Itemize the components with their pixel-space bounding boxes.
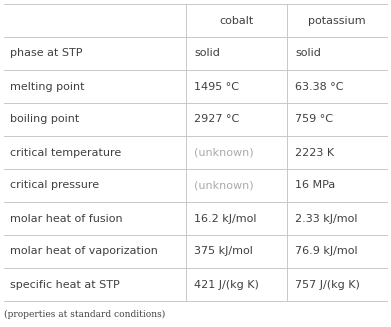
Text: 421 J/(kg K): 421 J/(kg K) — [194, 280, 259, 289]
Text: (unknown): (unknown) — [194, 147, 253, 158]
Text: 16 MPa: 16 MPa — [296, 181, 335, 191]
Text: critical temperature: critical temperature — [10, 147, 121, 158]
Text: cobalt: cobalt — [220, 15, 254, 26]
Text: solid: solid — [296, 48, 321, 59]
Text: 2223 K: 2223 K — [296, 147, 335, 158]
Text: 16.2 kJ/mol: 16.2 kJ/mol — [194, 214, 256, 223]
Text: (unknown): (unknown) — [194, 181, 253, 191]
Text: critical pressure: critical pressure — [10, 181, 99, 191]
Text: (properties at standard conditions): (properties at standard conditions) — [4, 309, 165, 318]
Text: 757 J/(kg K): 757 J/(kg K) — [296, 280, 360, 289]
Text: phase at STP: phase at STP — [10, 48, 83, 59]
Text: 375 kJ/mol: 375 kJ/mol — [194, 247, 253, 256]
Text: 76.9 kJ/mol: 76.9 kJ/mol — [296, 247, 358, 256]
Text: boiling point: boiling point — [10, 114, 79, 125]
Text: solid: solid — [194, 48, 220, 59]
Text: potassium: potassium — [308, 15, 366, 26]
Text: 2.33 kJ/mol: 2.33 kJ/mol — [296, 214, 358, 223]
Text: specific heat at STP: specific heat at STP — [10, 280, 120, 289]
Text: 63.38 °C: 63.38 °C — [296, 81, 344, 92]
Text: molar heat of vaporization: molar heat of vaporization — [10, 247, 158, 256]
Text: 1495 °C: 1495 °C — [194, 81, 239, 92]
Text: melting point: melting point — [10, 81, 84, 92]
Text: 2927 °C: 2927 °C — [194, 114, 239, 125]
Text: 759 °C: 759 °C — [296, 114, 334, 125]
Text: molar heat of fusion: molar heat of fusion — [10, 214, 123, 223]
